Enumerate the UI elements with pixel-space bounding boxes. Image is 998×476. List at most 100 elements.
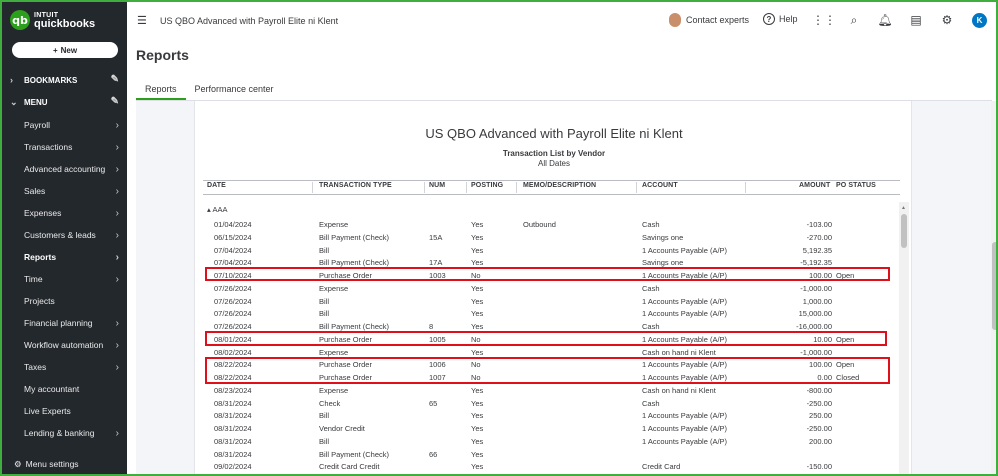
cell-memo: Outbound: [523, 220, 556, 229]
cell-amount: -250.00: [806, 398, 832, 408]
collapse-menu-icon[interactable]: ☰: [137, 15, 147, 27]
clipboard-icon[interactable]: ▤: [910, 13, 922, 27]
col-header-memo[interactable]: MEMO/DESCRIPTION: [523, 182, 597, 189]
menu-settings-button[interactable]: ⚙ Menu settings: [2, 454, 127, 474]
sidebar-item-live-experts[interactable]: Live Experts: [2, 400, 127, 422]
cell-account: Cash: [642, 220, 660, 229]
contact-experts-button[interactable]: Contact experts: [669, 13, 749, 27]
table-row[interactable]: 08/01/2024 Purchase Order 1005 No 1 Accounts…: [195, 333, 911, 346]
table-row[interactable]: 07/26/2024 Bill Yes 1 Accounts Payable (A/P…: [195, 295, 911, 308]
bell-icon[interactable]: 🔔︎: [877, 13, 893, 27]
column-separator: [745, 182, 746, 193]
cell-date: 08/31/2024: [214, 411, 252, 421]
col-header-num[interactable]: NUM: [429, 182, 446, 189]
cell-account: Cash: [642, 398, 660, 408]
table-row[interactable]: 06/15/2024 Bill Payment (Check) 15A Yes Savi…: [195, 231, 911, 244]
cell-type: Check: [319, 398, 341, 408]
table-row[interactable]: 07/26/2024 Expense Yes Cash -1,000.00: [195, 282, 911, 295]
menu-section[interactable]: ⌄ MENU ✎: [2, 92, 127, 112]
table-row[interactable]: 08/22/2024 Purchase Order 1006 No 1 Accounts…: [195, 358, 911, 371]
table-row[interactable]: 08/31/2024 Bill Yes 1 Accounts Payable (A/P…: [195, 409, 911, 422]
table-row[interactable]: 08/02/2024 Expense Yes Cash on hand ni Klen…: [195, 346, 911, 359]
sidebar-item-my-accountant[interactable]: My accountant: [2, 378, 127, 400]
bookmarks-section[interactable]: › BOOKMARKS ✎: [2, 70, 127, 90]
sidebar-item-payroll[interactable]: Payroll ›: [2, 114, 127, 136]
highlight-box: [205, 331, 887, 346]
edit-pencil-icon[interactable]: ✎: [110, 96, 119, 107]
col-header-amount[interactable]: AMOUNT: [799, 182, 831, 189]
user-avatar[interactable]: K: [972, 13, 987, 28]
tab-performance-center[interactable]: Performance center: [194, 84, 274, 94]
cell-num: 1005: [429, 334, 446, 344]
chevron-right-icon: ›: [115, 119, 119, 131]
quickbooks-logo[interactable]: qb INTUIT quickbooks: [10, 10, 95, 30]
page-title: Reports: [136, 47, 189, 63]
cell-date: 07/04/2024: [214, 245, 252, 255]
sidebar-item-transactions[interactable]: Transactions ›: [2, 136, 127, 158]
new-button[interactable]: + New: [12, 42, 118, 58]
table-row[interactable]: 08/31/2024 Check 65 Yes Cash -250.00: [195, 397, 911, 410]
gear-icon[interactable]: ⚙: [941, 13, 953, 27]
col-header-date[interactable]: DATE: [207, 182, 226, 189]
sidebar-item-lending-banking[interactable]: Lending & banking ›: [2, 422, 127, 444]
col-header-account[interactable]: ACCOUNT: [642, 182, 678, 189]
table-row[interactable]: 07/04/2024 Bill Payment (Check) 17A Yes Savi…: [195, 256, 911, 269]
cell-num: 8: [429, 322, 434, 331]
report-scrollbar-thumb[interactable]: [901, 214, 907, 248]
cell-num: 1007: [429, 373, 446, 382]
cell-amount: -5,192.35: [800, 258, 832, 268]
sidebar-item-customers-leads[interactable]: Customers & leads ›: [2, 224, 127, 246]
report-scrollbar[interactable]: [899, 202, 909, 474]
table-row[interactable]: 07/04/2024 Bill Yes 1 Accounts Payable (A/P…: [195, 244, 911, 257]
col-header-po-status[interactable]: PO STATUS: [836, 182, 876, 189]
sidebar-item-expenses[interactable]: Expenses ›: [2, 202, 127, 224]
cell-amount: 15,000.00: [798, 309, 832, 319]
table-row[interactable]: 08/31/2024 Bill Payment (Check) 66 Yes: [195, 448, 911, 461]
search-icon[interactable]: ⌕: [850, 12, 858, 27]
report-title: Transaction List by Vendor: [502, 149, 606, 158]
sidebar-item-financial-planning[interactable]: Financial planning ›: [2, 312, 127, 334]
cell-date: 08/22/2024: [214, 373, 252, 382]
table-row[interactable]: 08/31/2024 Bill Yes 1 Accounts Payable (A/P…: [195, 435, 911, 448]
sidebar-item-workflow-automation[interactable]: Workflow automation ›: [2, 334, 127, 356]
table-row[interactable]: 08/31/2024 Vendor Credit Yes 1 Accounts Pay…: [195, 422, 911, 435]
cell-type: Expense: [319, 347, 349, 357]
table-row[interactable]: 07/26/2024 Bill Payment (Check) 8 Yes Cash -1…: [195, 320, 911, 333]
sidebar-item-projects[interactable]: Projects: [2, 290, 127, 312]
sidebar-item-advanced-accounting[interactable]: Advanced accounting ›: [2, 158, 127, 180]
sidebar-item-reports[interactable]: Reports ›: [2, 246, 127, 268]
col-header-type[interactable]: TRANSACTION TYPE: [319, 182, 392, 189]
cell-date: 08/02/2024: [214, 347, 252, 357]
table-row[interactable]: 08/23/2024 Expense Yes Cash on hand ni Klen…: [195, 384, 911, 397]
table-row[interactable]: 08/22/2024 Purchase Order 1007 No 1 Accounts…: [195, 371, 911, 384]
table-row[interactable]: 07/26/2024 Bill Yes 1 Accounts Payable (A/P…: [195, 307, 911, 320]
sidebar-item-time[interactable]: Time ›: [2, 268, 127, 290]
table-row[interactable]: 09/02/2024 Credit Card Credit Yes Credit Ca…: [195, 460, 911, 473]
cell-posting: Yes: [471, 424, 484, 433]
tab-reports[interactable]: Reports: [136, 82, 186, 100]
scroll-up-icon[interactable]: ▲: [901, 205, 906, 211]
sidebar-item-label: Reports: [24, 252, 57, 262]
table-row[interactable]: 01/04/2024 Expense Yes Outbound Cash -103.00: [195, 218, 911, 231]
cell-posting: Yes: [471, 347, 484, 357]
menu-label: MENU: [24, 97, 48, 107]
apps-grid-icon[interactable]: ⋮⋮: [812, 13, 836, 27]
col-header-posting[interactable]: POSTING: [471, 182, 504, 189]
column-separator: [516, 182, 517, 193]
cell-date: 07/26/2024: [214, 283, 252, 293]
table-row[interactable]: 07/10/2024 Purchase Order 1003 No 1 Accounts…: [195, 269, 911, 282]
sidebar-item-sales[interactable]: Sales ›: [2, 180, 127, 202]
chevron-right-icon: ›: [115, 427, 119, 439]
help-button[interactable]: ? Help: [763, 13, 798, 25]
cell-posting: Yes: [471, 258, 484, 268]
cell-posting: Yes: [471, 436, 484, 446]
page-scrollbar-thumb[interactable]: [992, 242, 996, 330]
cell-amount: 100.00: [809, 360, 832, 370]
sidebar-item-label: Lending & banking: [24, 428, 95, 438]
sidebar-item-taxes[interactable]: Taxes ›: [2, 356, 127, 378]
sidebar-item-label: Payroll: [24, 120, 50, 130]
edit-pencil-icon[interactable]: ✎: [110, 74, 119, 85]
sidebar: qb INTUIT quickbooks + New › BOOKMARKS ✎…: [2, 2, 127, 474]
group-row[interactable]: ▴ AAA: [207, 205, 227, 214]
